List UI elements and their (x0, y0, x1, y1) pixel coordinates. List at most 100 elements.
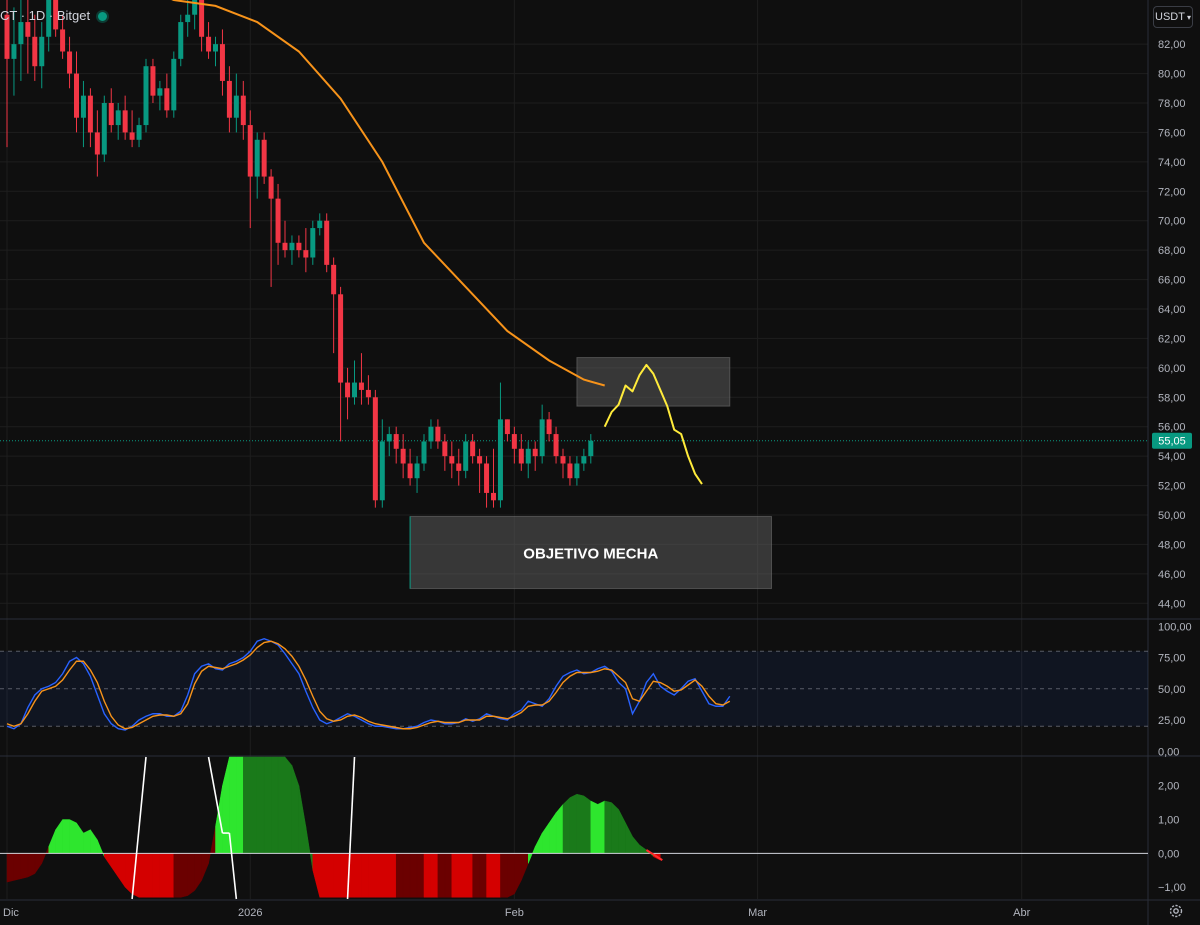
price-axis-label: 66,00 (1158, 275, 1186, 287)
candle (108, 88, 114, 133)
resistance-zone (576, 357, 731, 407)
price-axis-label: 48,00 (1158, 539, 1186, 551)
candle (171, 51, 177, 118)
stochastic-pane[interactable] (0, 638, 1148, 731)
candle-body (407, 463, 413, 479)
oscillator-segment (437, 853, 446, 898)
oscillator-segment (493, 853, 501, 898)
candle-body (379, 441, 385, 501)
signal-line (346, 756, 356, 900)
candle-body (60, 29, 66, 52)
candle (352, 360, 357, 405)
price-axis-label: 76,00 (1158, 127, 1186, 139)
oscillator-segment (597, 800, 605, 854)
oscillator-segment (590, 800, 598, 854)
candle (338, 286, 344, 442)
candle-body (206, 36, 212, 52)
candle-body (115, 110, 121, 126)
candle (310, 220, 316, 265)
stochastic-axis-label: 100,00 (1158, 621, 1192, 633)
candle (477, 448, 483, 493)
candle (567, 456, 573, 486)
oscillator-segment (555, 803, 564, 854)
candle-body (456, 463, 462, 471)
time-axis-label: Feb (505, 907, 524, 919)
stochastic-axis-label: 25,00 (1158, 715, 1186, 727)
candle-body (331, 264, 337, 295)
oscillator-axis-label: 2,00 (1158, 781, 1179, 793)
price-axis-label: 50,00 (1158, 510, 1186, 522)
candle-body (435, 426, 441, 442)
candle-body (143, 66, 149, 126)
candle (206, 22, 212, 59)
candle (87, 88, 93, 148)
candle-body (588, 440, 594, 457)
oscillator-segment (6, 853, 15, 883)
candle-body (247, 125, 253, 177)
candle-body (199, 0, 205, 37)
time-axis-label: 2026 (238, 907, 262, 919)
gear-icon[interactable] (1168, 903, 1184, 919)
candle (115, 103, 121, 140)
oscillator-segment (576, 793, 585, 854)
candle-body (87, 95, 93, 133)
oscillator-pane[interactable] (0, 756, 1148, 900)
price-axis-label: 62,00 (1158, 333, 1186, 345)
candle (553, 426, 559, 464)
stochastic-d-line (6, 640, 731, 730)
oscillator-axis-label: 0,00 (1158, 848, 1179, 860)
candle (185, 0, 191, 37)
candle-body (560, 456, 566, 464)
stochastic-axis-label: 75,00 (1158, 653, 1186, 665)
oscillator-segment (319, 853, 327, 898)
candle-body (310, 228, 316, 258)
candle (470, 434, 476, 464)
candle-body (171, 58, 177, 111)
candle-body (477, 456, 483, 464)
candle-body (254, 139, 260, 177)
time-axis-label: Dic (3, 907, 19, 919)
symbol-header[interactable]: CT · 1D · Bitget (0, 8, 110, 24)
oscillator-segment (166, 853, 175, 898)
price-axis-label: 72,00 (1158, 186, 1186, 198)
candle (39, 22, 45, 89)
oscillator-last-segment (645, 849, 663, 861)
oscillator-segment (583, 795, 592, 854)
oscillator-segment (159, 853, 168, 898)
candle-body (46, 0, 52, 37)
candle-body (233, 95, 239, 118)
price-pane[interactable]: OBJETIVO MECHA (0, 0, 1148, 590)
candle (574, 456, 580, 486)
candle-body (25, 22, 31, 37)
stochastic-axis-label: 50,00 (1158, 684, 1186, 696)
candle-body (393, 434, 399, 449)
candle-body (574, 463, 580, 479)
candle-body (491, 492, 496, 501)
candle-body (442, 441, 448, 457)
oscillator-segment (354, 853, 362, 898)
candle (525, 441, 531, 479)
oscillator-segment (83, 829, 91, 854)
oscillator-segment (173, 853, 181, 898)
oscillator-segment (124, 853, 133, 895)
oscillator-segment (368, 853, 376, 898)
candle (491, 448, 496, 508)
candle-body (421, 441, 427, 464)
price-axis-label: 78,00 (1158, 98, 1186, 110)
oscillator-segment (382, 853, 390, 898)
candle-body (518, 448, 524, 464)
currency-selector[interactable]: USDT ▾ (1153, 6, 1193, 28)
candle-body (108, 103, 114, 126)
oscillator-segment (270, 756, 279, 854)
candle-body (101, 103, 107, 155)
oscillator-segment (236, 756, 244, 854)
oscillator-segment (604, 800, 612, 854)
candle-body (261, 139, 267, 177)
candle (560, 448, 566, 479)
candle (150, 58, 156, 103)
candle-body (386, 434, 392, 442)
oscillator-segment (500, 853, 508, 898)
oscillator-segment (277, 756, 286, 854)
target-zone (409, 515, 772, 590)
